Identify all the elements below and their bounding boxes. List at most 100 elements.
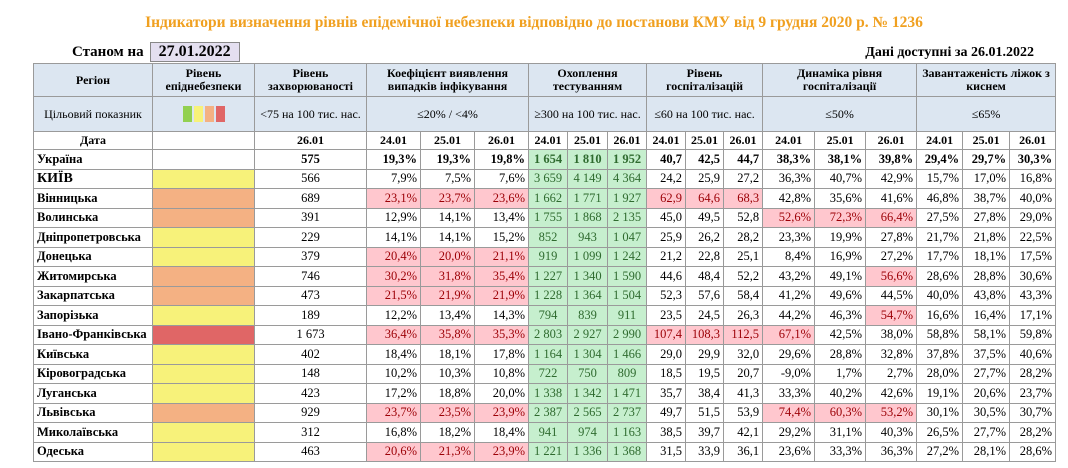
value: 2 927 [567, 324, 608, 345]
value: 51,5 [685, 402, 725, 423]
date: 24.01 [646, 131, 687, 150]
value: 750 [567, 363, 608, 384]
region-row: КИЇВ 566 7,9% 7,5% 7,6% 3 659 4 149 4 364 24,2 25… [33, 168, 1057, 189]
value: 17,0% [962, 168, 1011, 189]
value: 746 [254, 266, 367, 287]
date-row: Дата 26.01 24.01 25.01 26.01 24.01 25.01 26.01 2… [33, 131, 1057, 150]
value: 30,3% [1009, 149, 1057, 170]
as-of-date: 27.01.2022 [149, 42, 240, 62]
value: 33,3% [762, 383, 816, 404]
value: 10,8% [474, 363, 529, 384]
value: 27,7% [962, 422, 1011, 443]
value: 19,3% [366, 149, 421, 170]
value: 14,1% [420, 227, 475, 248]
value: 42,5% [814, 324, 867, 345]
value: 1 927 [606, 188, 648, 209]
value: 1 952 [606, 149, 648, 170]
value: 3 659 [528, 168, 568, 189]
value: 26,3 [723, 305, 764, 326]
value: 30,6% [1009, 266, 1057, 287]
value: 1 340 [567, 266, 608, 287]
value: 22,5% [1009, 227, 1057, 248]
value: 16,8% [366, 422, 421, 443]
region: Миколаївська [33, 422, 153, 443]
value: 20,7 [723, 363, 764, 384]
region: Вінницька [33, 188, 153, 209]
value: 15,2% [474, 227, 529, 248]
value: 38,3% [762, 149, 816, 170]
value: 911 [606, 305, 648, 326]
value: 44,5% [865, 285, 918, 306]
value: 21,8% [962, 227, 1011, 248]
value: 2,7% [865, 363, 918, 384]
value: 21,1% [474, 246, 529, 267]
value: 42,6% [865, 383, 918, 404]
value: 107,4 [646, 324, 687, 345]
value: 31,5 [646, 441, 687, 462]
value: 23,6% [474, 188, 529, 209]
value: 1 364 [567, 285, 608, 306]
value: 18,2% [420, 422, 475, 443]
region-row: Донецька 379 20,4% 20,0% 21,1% 919 1 099 1 242 2… [33, 246, 1057, 267]
value: 1 338 [528, 383, 568, 404]
column-header: Динаміка рівня госпіталізації [762, 63, 918, 97]
value: 48,4 [685, 266, 725, 287]
value: 112,5 [723, 324, 764, 345]
date: 25.01 [814, 131, 867, 150]
value: 2 135 [606, 207, 648, 228]
value: 28,0% [916, 363, 964, 384]
target-value: ≤50% [762, 96, 918, 132]
value: 4 364 [606, 168, 648, 189]
value: 18,1% [962, 246, 1011, 267]
date: 25.01 [567, 131, 608, 150]
value: 41,3 [723, 383, 764, 404]
level-scale [152, 96, 255, 132]
region: КИЇВ [33, 168, 153, 189]
value: 64,6 [685, 188, 725, 209]
level [152, 324, 255, 345]
value: 18,4% [474, 422, 529, 443]
date: 24.01 [366, 131, 421, 150]
region-row: Вінницька 689 23,1% 23,7% 23,6% 1 662 1 771 1 9… [33, 188, 1057, 209]
value: 23,5% [420, 402, 475, 423]
value: 43,8% [962, 285, 1011, 306]
column-header: Рівень захворюваності [254, 63, 367, 97]
value: 29,0% [1009, 207, 1057, 228]
value: -9,0% [762, 363, 816, 384]
value: 16,6% [916, 305, 964, 326]
value: 23,7% [1009, 383, 1057, 404]
value: 52,6% [762, 207, 816, 228]
value: 28,6% [1009, 441, 1057, 462]
value: 28,8% [814, 344, 867, 365]
value: 21,9% [474, 285, 529, 306]
value: 30,2% [366, 266, 421, 287]
region-row: Миколаївська 312 16,8% 18,2% 18,4% 941 974 1 16… [33, 422, 1057, 443]
value: 722 [528, 363, 568, 384]
value: 1 099 [567, 246, 608, 267]
column-header: Регіон [33, 63, 153, 97]
value: 1 504 [606, 285, 648, 306]
value: 68,3 [723, 188, 764, 209]
value: 839 [567, 305, 608, 326]
column-header: Рівень епіднебезпеки [152, 63, 255, 97]
value: 1 163 [606, 422, 648, 443]
value: 32,0 [723, 344, 764, 365]
value: 1 368 [606, 441, 648, 462]
value: 1 221 [528, 441, 568, 462]
value: 21,9% [420, 285, 475, 306]
value: 54,7% [865, 305, 918, 326]
date: 26.01 [1009, 131, 1057, 150]
value: 17,8% [474, 344, 529, 365]
value: 1 755 [528, 207, 568, 228]
value: 7,5% [420, 168, 475, 189]
value: 29,4% [916, 149, 964, 170]
value: 52,3 [646, 285, 687, 306]
value: 2 990 [606, 324, 648, 345]
region: Кіровоградська [33, 363, 153, 384]
value: 19,8% [474, 149, 529, 170]
value: 27,2% [916, 441, 964, 462]
value: 14,3% [474, 305, 529, 326]
value: 35,6% [814, 188, 867, 209]
region-row: Київська 402 18,4% 18,1% 17,8% 1 164 1 304 1 46… [33, 344, 1057, 365]
